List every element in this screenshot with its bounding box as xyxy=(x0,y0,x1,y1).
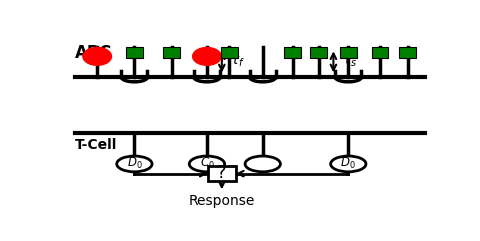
Text: Response: Response xyxy=(189,194,255,208)
FancyBboxPatch shape xyxy=(399,47,416,58)
Text: $C_{0}$: $C_{0}$ xyxy=(200,156,215,172)
Ellipse shape xyxy=(192,47,221,65)
FancyBboxPatch shape xyxy=(310,47,327,58)
Text: $\tau_f$: $\tau_f$ xyxy=(230,55,245,69)
FancyBboxPatch shape xyxy=(340,47,357,58)
Ellipse shape xyxy=(83,47,111,65)
Ellipse shape xyxy=(189,156,225,172)
Text: $D_{0}$: $D_{0}$ xyxy=(340,156,356,172)
Text: $D_{0}$: $D_{0}$ xyxy=(127,156,142,172)
FancyBboxPatch shape xyxy=(221,47,238,58)
FancyBboxPatch shape xyxy=(126,47,143,58)
Text: $\tau_s$: $\tau_s$ xyxy=(342,55,357,69)
FancyBboxPatch shape xyxy=(163,47,180,58)
Ellipse shape xyxy=(245,156,280,172)
Ellipse shape xyxy=(331,156,366,172)
FancyBboxPatch shape xyxy=(284,47,301,58)
FancyBboxPatch shape xyxy=(208,166,236,181)
Ellipse shape xyxy=(117,156,152,172)
FancyBboxPatch shape xyxy=(372,47,388,58)
Text: APC: APC xyxy=(75,44,112,62)
Text: T-Cell: T-Cell xyxy=(75,138,117,152)
Text: ?: ? xyxy=(217,164,227,182)
